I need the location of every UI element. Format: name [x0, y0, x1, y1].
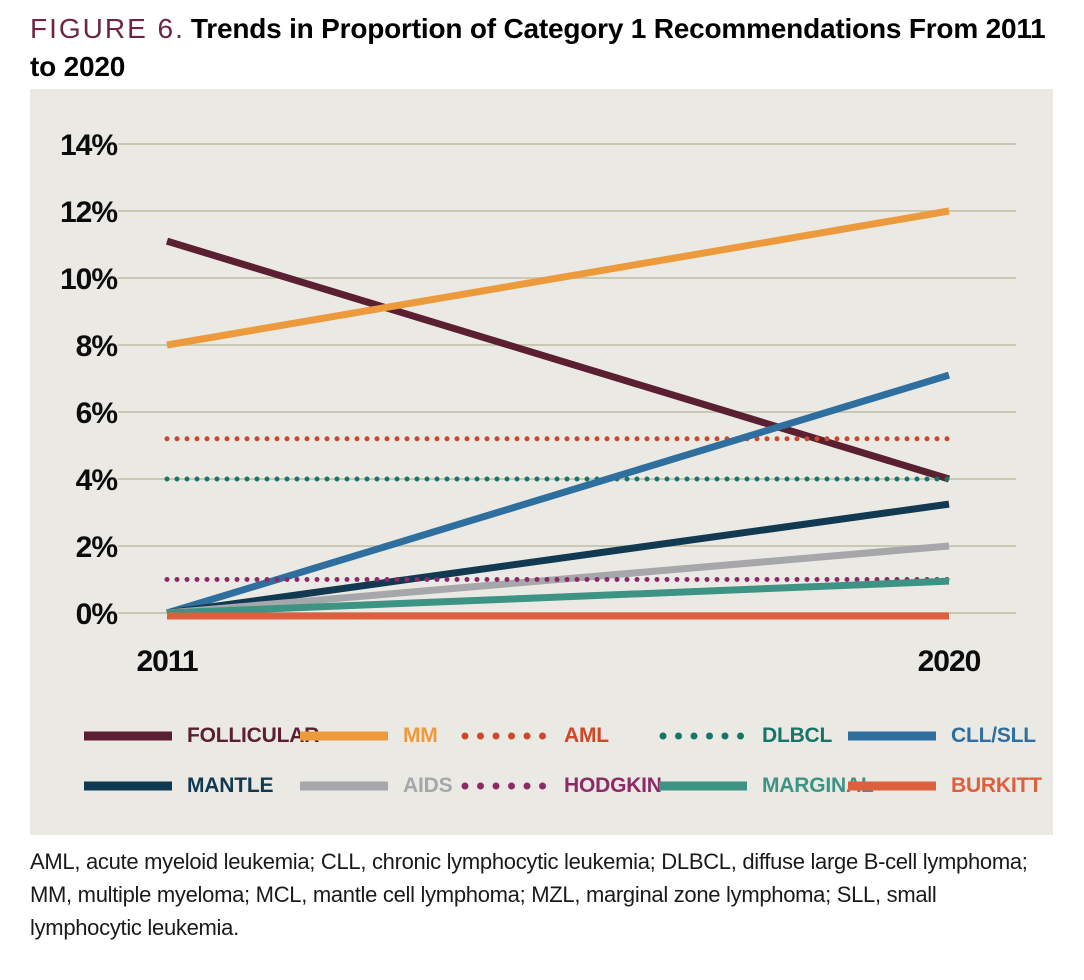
figure-title-line2: to 2020 [30, 51, 126, 82]
legend-label-aml: AML [564, 724, 609, 747]
legend-swatch-marginal [659, 781, 747, 791]
legend-label-mantle: MANTLE [187, 774, 274, 797]
figure-label: FIGURE 6. [30, 13, 185, 44]
legend-item-burkitt: BURKITT [848, 774, 1042, 797]
legend-swatch-aids [300, 781, 388, 791]
series-line-marginal [166, 577, 950, 617]
legend-swatch-mm [300, 731, 388, 741]
legend-item-hodgkin: HODGKIN [461, 774, 662, 797]
legend-label-hodgkin: HODGKIN [564, 774, 662, 797]
legend-swatch-hodgkin [461, 782, 553, 790]
legend-label-aids: AIDS [403, 774, 453, 797]
legend-swatch-dlbcl [659, 732, 751, 740]
legend-label-follicular: FOLLICULAR [187, 724, 320, 747]
legend-swatch-aml [461, 732, 553, 740]
legend-item-mantle: MANTLE [84, 774, 274, 797]
series-line-mantle [166, 500, 950, 617]
legend-label-cll-sll: CLL/SLL [951, 724, 1036, 747]
y-tick-label: 0% [76, 598, 118, 631]
y-tick-label: 14% [60, 129, 117, 162]
y-tick-label: 2% [76, 531, 118, 564]
figure-heading: FIGURE 6. Trends in Proportion of Categor… [30, 10, 1052, 86]
trend-line-chart: 0% 2% 4% 6% 8% 10% 12% 14% 2011 2020 [60, 129, 1016, 678]
legend-item-follicular: FOLLICULAR [84, 724, 320, 747]
legend-swatch-mantle [84, 781, 172, 791]
y-tick-label: 12% [60, 196, 117, 229]
figure-title-line1: Trends in Proportion of Category 1 Recom… [190, 13, 1046, 44]
x-tick-label-2011: 2011 [136, 645, 197, 678]
y-tick-label: 10% [60, 263, 117, 296]
legend-swatch-follicular [84, 731, 172, 741]
x-tick-label-2020: 2020 [918, 645, 981, 678]
legend-item-aml: AML [461, 724, 609, 747]
legend-item-cll-sll: CLL/SLL [848, 724, 1036, 747]
legend-swatch-burkitt [848, 781, 936, 791]
legend-label-dlbcl: DLBCL [762, 724, 833, 747]
legend-label-mm: MM [403, 724, 438, 747]
series-line-cll-sll [165, 371, 951, 617]
series-line-mm [166, 207, 950, 349]
y-tick-label: 4% [76, 464, 118, 497]
y-tick-label: 6% [76, 397, 118, 430]
legend-item-dlbcl: DLBCL [659, 724, 833, 747]
legend-item-marginal: MARGINAL [659, 774, 874, 797]
legend-label-marginal: MARGINAL [762, 774, 874, 797]
legend-item-aids: AIDS [300, 774, 453, 797]
legend-item-mm: MM [300, 724, 438, 747]
abbreviations-footnote: AML, acute myeloid leukemia; CLL, chroni… [30, 849, 1028, 940]
legend-swatch-cll-sll [848, 731, 936, 741]
legend-label-burkitt: BURKITT [951, 774, 1042, 797]
y-tick-label: 8% [76, 330, 118, 363]
chart-panel: 0% 2% 4% 6% 8% 10% 12% 14% 2011 2020 FOLLICULAR MM… [30, 89, 1053, 835]
